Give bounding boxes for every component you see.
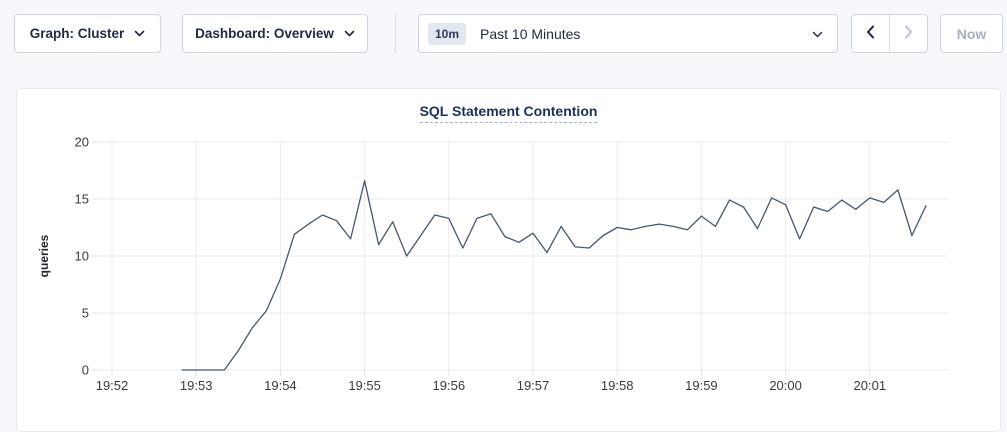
dashboard-dropdown[interactable]: Dashboard: Overview (182, 14, 368, 53)
y-tick-label: 15 (75, 192, 89, 207)
y-tick-label: 10 (75, 249, 89, 264)
graph-dropdown[interactable]: Graph: Cluster (14, 14, 161, 53)
toolbar-divider (395, 13, 396, 53)
dashboard-dropdown-label: Dashboard: Overview (195, 26, 334, 41)
x-tick-label: 20:01 (854, 378, 887, 393)
chevron-down-icon (812, 25, 823, 43)
chevron-right-icon (904, 25, 913, 42)
next-time-button[interactable] (890, 15, 927, 52)
x-tick-label: 19:57 (517, 378, 550, 393)
x-tick-label: 19:54 (264, 378, 297, 393)
time-range-badge: 10m (428, 22, 467, 45)
x-tick-label: 19:55 (348, 378, 381, 393)
y-axis-label: queries (37, 234, 51, 277)
chart-card: SQL Statement Contention 0 5 10 15 20 19:52 19… (16, 88, 1001, 432)
sql-statement-contention-chart[interactable]: 0 5 10 15 20 19:52 19:53 19:54 19:55 19:56 19:57 19… (17, 89, 1002, 432)
now-button-label: Now (956, 25, 987, 42)
y-tick-label: 20 (75, 135, 89, 150)
x-tick-label: 20:00 (769, 378, 802, 393)
series-line (181, 180, 927, 371)
x-tick-label: 19:52 (96, 378, 129, 393)
time-range-picker[interactable]: 10m Past 10 Minutes (418, 14, 838, 53)
chevron-down-icon (344, 30, 355, 37)
y-tick-label: 0 (82, 363, 89, 378)
chart-title[interactable]: SQL Statement Contention (419, 103, 598, 123)
chevron-down-icon (134, 30, 145, 37)
now-button[interactable]: Now (940, 14, 1003, 53)
chevron-left-icon (866, 25, 875, 42)
x-tick-label: 19:53 (180, 378, 213, 393)
time-range-label: Past 10 Minutes (480, 25, 581, 42)
x-tick-label: 19:56 (433, 378, 466, 393)
toolbar: Graph: Cluster Dashboard: Overview 10m P… (0, 0, 1007, 88)
x-tick-label: 19:59 (685, 378, 718, 393)
y-tick-label: 5 (82, 306, 89, 321)
time-step-buttons (851, 14, 928, 53)
chart-title-row: SQL Statement Contention (17, 103, 1000, 123)
graph-dropdown-label: Graph: Cluster (29, 26, 125, 41)
x-tick-label: 19:58 (601, 378, 634, 393)
prev-time-button[interactable] (852, 15, 890, 52)
